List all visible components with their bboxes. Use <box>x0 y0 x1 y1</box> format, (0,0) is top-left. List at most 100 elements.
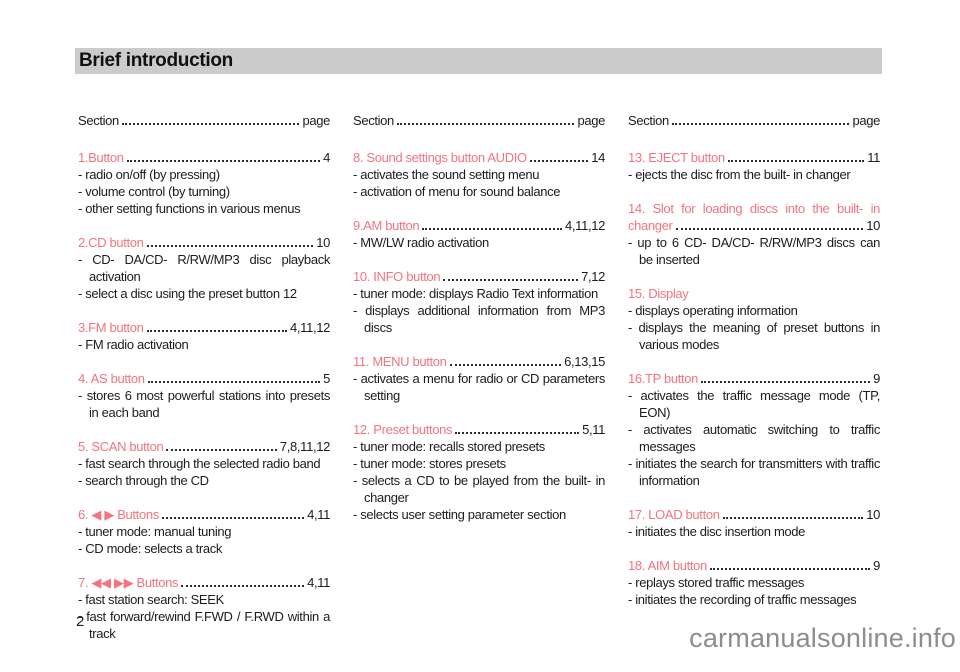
toc-column-2: Section page 8. Sound settings button AUDI… <box>353 112 605 659</box>
entry-item: - activates automatic switching to traff… <box>628 422 880 454</box>
dot-leader <box>529 160 589 162</box>
entry-item: - tuner mode: manual tuning <box>78 524 232 539</box>
entry-heading-label: 17. LOAD button <box>628 507 720 522</box>
section-label: Section <box>78 113 119 128</box>
entry-item: - selects user setting parameter section <box>353 507 566 522</box>
entry-page-ref: 4,11 <box>307 575 330 590</box>
entry-page-ref: 7,8,11,12 <box>279 439 330 454</box>
dot-leader <box>709 568 871 570</box>
entry-item: - replays stored traffic messages <box>628 575 805 590</box>
entry-heading: 2.CD button 10 <box>78 234 330 251</box>
toc-entry: 1.Button 4 - radio on/off (by pressing) - v… <box>78 149 330 217</box>
section-label: Section <box>353 113 394 128</box>
dot-leader <box>455 432 580 434</box>
dot-leader <box>675 228 864 230</box>
entry-page-ref: 11 <box>867 150 880 165</box>
entry-item: - activates the sound setting menu <box>353 167 540 182</box>
dot-leader <box>146 245 314 247</box>
toc-columns: Section page 1.Button 4 - radio on/off (by p… <box>78 112 880 659</box>
section-page-label: page <box>577 113 605 128</box>
toc-entry: 10. INFO button 7,12 - tuner mode: display… <box>353 268 605 336</box>
entry-heading: 3.FM button 4,11,12 <box>78 319 330 336</box>
entry-page-ref: 4,11 <box>307 507 330 522</box>
entry-item: - fast search through the selected radio… <box>78 456 321 471</box>
entry-heading-label: 11. MENU button <box>353 354 447 369</box>
dot-leader <box>126 160 321 162</box>
entry-page-ref: 9 <box>873 371 880 386</box>
dot-leader <box>449 364 562 366</box>
entry-page-ref: 10 <box>866 507 880 522</box>
entry-heading-label: 4. AS button <box>78 371 145 386</box>
toc-entry: 15. Display - displays operating informat… <box>628 285 880 353</box>
toc-column-3: Section page 13. EJECT button 11 - ejects th… <box>628 112 880 659</box>
toc-entry: 14. Slot for loading discs into the buil… <box>628 200 880 268</box>
entry-heading-label: 6. ◀ ▶ Buttons <box>78 507 159 522</box>
section-header: Section page <box>628 112 880 129</box>
entry-item: - FM radio activation <box>78 337 189 352</box>
toc-entry: 6. ◀ ▶ Buttons 4,11 - tuner mode: manual t… <box>78 506 330 557</box>
dot-leader <box>396 123 575 125</box>
entry-item: - activates a menu for radio or CD param… <box>353 371 605 403</box>
entry-item: - MW/LW radio activation <box>353 235 489 250</box>
entry-item: - fast station search: SEEK <box>78 592 224 607</box>
entry-heading: 17. LOAD button 10 <box>628 506 880 523</box>
entry-heading: 14. Slot for loading discs into the buil… <box>628 201 880 216</box>
entry-heading: 16.TP button 9 <box>628 370 880 387</box>
toc-entry: 4. AS button 5 - stores 6 most powerful st… <box>78 370 330 421</box>
dot-leader <box>146 330 288 332</box>
section-header: Section page <box>78 112 330 129</box>
section-page-label: page <box>852 113 880 128</box>
section-header: Section page <box>353 112 605 129</box>
toc-entry: 13. EJECT button 11 - ejects the disc from… <box>628 149 880 183</box>
dot-leader <box>181 585 305 587</box>
dot-leader <box>166 449 277 451</box>
entry-heading: 4. AS button 5 <box>78 370 330 387</box>
dot-leader <box>443 279 579 281</box>
entry-page-ref: 5 <box>323 371 330 386</box>
dot-leader <box>147 381 321 383</box>
entry-page-ref: 5,11 <box>582 422 605 437</box>
entry-item: - initiates the recording of traffic mes… <box>628 592 857 607</box>
entry-heading-continuation: changer 10 <box>628 217 880 234</box>
entry-item: - displays operating information <box>628 303 798 318</box>
entry-item: - fast forward/rewind F.FWD / F.RWD with… <box>78 609 330 641</box>
toc-entry: 17. LOAD button 10 - initiates the disc in… <box>628 506 880 540</box>
entry-item: - tuner mode: recalls stored presets <box>353 439 545 454</box>
toc-column-1: Section page 1.Button 4 - radio on/off (by p… <box>78 112 330 659</box>
section-page-label: page <box>302 113 330 128</box>
entry-page-ref: 6,13,15 <box>564 354 605 369</box>
entry-item: - selects a CD to be played from the bui… <box>353 473 605 505</box>
entry-page-ref: 4,11,12 <box>290 320 330 335</box>
toc-entry: 8. Sound settings button AUDIO 14 - activa… <box>353 149 605 200</box>
section-label: Section <box>628 113 669 128</box>
entry-item: - CD- DA/CD- R/RW/MP3 disc playback acti… <box>78 252 330 284</box>
entry-heading-label: 3.FM button <box>78 320 144 335</box>
section-title-bar: Brief introduction <box>75 48 882 74</box>
dot-leader <box>671 123 850 125</box>
entry-heading-label: 8. Sound settings button AUDIO <box>353 150 527 165</box>
entry-heading: 8. Sound settings button AUDIO 14 <box>353 149 605 166</box>
entry-item: - displays the meaning of preset buttons… <box>628 320 880 352</box>
entry-page-ref: 10 <box>316 235 330 250</box>
entry-heading-label: 18. AIM button <box>628 558 707 573</box>
entry-heading: 15. Display <box>628 286 689 301</box>
toc-entry: 12. Preset buttons 5,11 - tuner mode: reca… <box>353 421 605 523</box>
entry-item: - volume control (by turning) <box>78 184 230 199</box>
entry-heading-label: 10. INFO button <box>353 269 441 284</box>
entry-page-ref: 4,11,12 <box>565 218 605 233</box>
entry-heading: 6. ◀ ▶ Buttons 4,11 <box>78 506 330 523</box>
entry-heading-label: 5. SCAN button <box>78 439 164 454</box>
entry-page-ref: 4 <box>323 150 330 165</box>
entry-page-ref: 14 <box>591 150 605 165</box>
entry-heading: 13. EJECT button 11 <box>628 149 880 166</box>
toc-entry: 2.CD button 10 - CD- DA/CD- R/RW/MP3 disc … <box>78 234 330 302</box>
entry-item: - stores 6 most powerful stations into p… <box>78 388 330 420</box>
entry-page-ref: 7,12 <box>581 269 605 284</box>
dot-leader <box>701 381 871 383</box>
entry-heading-label: 2.CD button <box>78 235 144 250</box>
entry-item: - activates the traffic message mode (TP… <box>628 388 880 420</box>
entry-heading: 18. AIM button 9 <box>628 557 880 574</box>
entry-heading-label: 1.Button <box>78 150 124 165</box>
entry-item: - tuner mode: displays Radio Text inform… <box>353 286 598 301</box>
dot-leader <box>722 517 864 519</box>
